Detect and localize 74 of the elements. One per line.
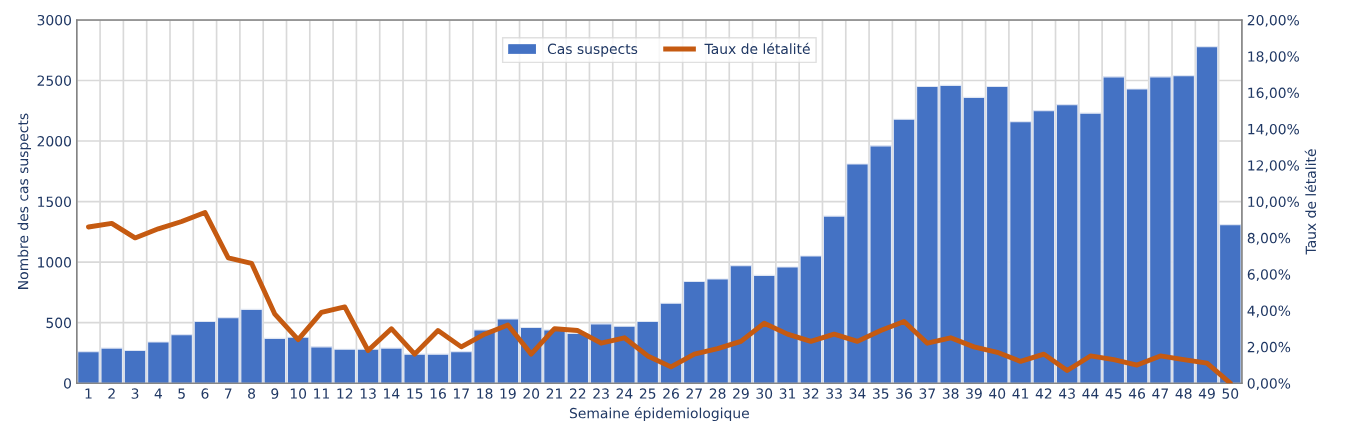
x-tick-label: 49: [1198, 388, 1215, 399]
legend-label: Taux de létalité: [704, 42, 810, 55]
x-tick-label: 26: [663, 388, 679, 399]
x-tick-label: 33: [826, 388, 842, 399]
x-tick-label: 38: [942, 388, 959, 399]
x-tick-label: 42: [1035, 388, 1052, 399]
x-tick-label: 30: [756, 388, 773, 399]
x-tick-label: 29: [733, 388, 749, 399]
x-tick-label: 5: [178, 388, 185, 399]
y-tick-label: 0: [64, 378, 71, 389]
y2-tick-label: 18,00%: [1248, 51, 1299, 64]
x-tick-label: 6: [201, 388, 209, 399]
x-tick-label: 11: [314, 388, 330, 399]
x-tick-label: 16: [430, 388, 446, 399]
x-tick-label: 41: [1012, 388, 1029, 399]
x-tick-label: 48: [1175, 388, 1192, 399]
line-series: [86, 210, 1233, 384]
x-tick-label: 15: [407, 388, 423, 399]
y-tick-label: 3000: [37, 14, 71, 26]
x-tick-label: 46: [1128, 388, 1146, 399]
x-tick-label: 3: [131, 388, 139, 399]
x-tick-label: 2: [108, 388, 115, 399]
x-tick-label: 18: [477, 388, 493, 399]
x-tick-label: 43: [1059, 388, 1075, 399]
y2-tick-label: 6,00%: [1247, 269, 1291, 282]
y2-axis-title: Taux de létalité: [1304, 149, 1317, 255]
x-tick-label: 12: [337, 388, 353, 399]
x-tick-label: 7: [224, 388, 232, 399]
x-tick-label: 31: [779, 388, 796, 399]
y2-tick-label: 2,00%: [1247, 341, 1291, 354]
y2-tick-label: 16,00%: [1248, 87, 1299, 100]
x-tick-label: 20: [523, 388, 540, 399]
y-tick-label: 500: [46, 317, 71, 329]
y-tick-label: 1500: [38, 196, 71, 208]
x-axis-title: Semaine épidemiologique: [569, 407, 749, 422]
x-tick-label: 21: [546, 388, 563, 399]
x-tick-label: 50: [1222, 388, 1239, 399]
x-tick-label: 1: [85, 388, 92, 399]
x-tick-label: 37: [919, 388, 935, 399]
y2-tick-label: 8,00%: [1247, 232, 1291, 245]
x-tick-label: 36: [896, 388, 912, 399]
y-tick-label: 2500: [37, 75, 71, 86]
y2-tick-label: 4,00%: [1247, 305, 1291, 318]
y2-tick-label: 10,00%: [1248, 196, 1299, 209]
x-tick-label: 24: [616, 388, 633, 399]
x-tick-label: 27: [686, 388, 702, 399]
x-tick-label: 17: [453, 388, 469, 399]
x-tick-label: 40: [989, 388, 1006, 399]
y2-tick-label: 12,00%: [1248, 160, 1299, 173]
x-tick-label: 39: [966, 388, 982, 399]
x-tick-label: 19: [500, 388, 516, 399]
x-tick-label: 35: [872, 388, 889, 399]
y-axis-title: Nombre des cas suspects: [17, 113, 32, 289]
x-tick-label: 45: [1105, 388, 1122, 399]
x-tick-label: 32: [803, 388, 819, 399]
x-tick-label: 9: [271, 388, 279, 399]
y2-tick-label: 14,00%: [1248, 123, 1299, 136]
y2-tick-label: 0,00%: [1247, 378, 1291, 391]
y-tick-label: 1000: [38, 257, 71, 268]
y2-tick-label: 20,00%: [1247, 14, 1299, 27]
x-tick-label: 25: [639, 388, 656, 399]
x-tick-label: 4: [154, 388, 162, 399]
legend-label: Cas suspects: [547, 43, 638, 57]
x-tick-label: 13: [360, 388, 376, 399]
x-tick-label: 10: [290, 388, 307, 399]
x-tick-label: 28: [709, 388, 726, 399]
x-tick-label: 8: [248, 388, 256, 399]
x-tick-label: 14: [384, 388, 400, 399]
x-tick-label: 22: [569, 388, 586, 399]
x-tick-label: 23: [593, 388, 609, 399]
x-tick-label: 34: [849, 388, 866, 399]
y-tick-label: 2000: [37, 135, 71, 147]
x-tick-label: 44: [1082, 388, 1099, 399]
x-tick-label: 47: [1152, 388, 1169, 399]
